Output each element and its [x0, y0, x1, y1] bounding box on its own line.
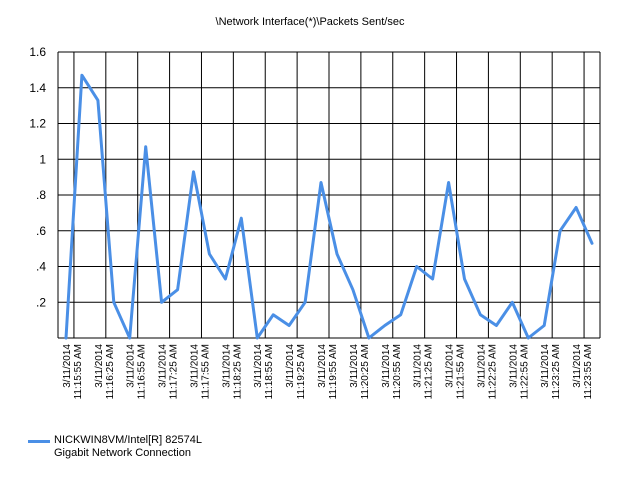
legend-series-label: NICKWIN8VM/Intel[R] 82574L Gigabit Netwo…	[54, 434, 202, 459]
legend-swatch	[28, 440, 50, 443]
x-tick-label: 3/11/2014	[413, 344, 424, 388]
x-tick-label: 3/11/2014	[540, 344, 551, 388]
y-tick-label: 1.6	[29, 45, 46, 59]
y-tick-label: 1.4	[29, 81, 46, 95]
x-tick-label: 11:16:25 AM	[105, 344, 116, 399]
x-tick-label: 11:19:55 AM	[328, 344, 339, 399]
x-tick-label: 11:23:55 AM	[583, 344, 594, 399]
x-axis-ticks: 3/11/2014 11:15:55 AM 3/11/2014 11:16:25 AM…	[62, 344, 594, 400]
y-tick-label: .8	[36, 188, 46, 202]
x-tick-label: 11:21:25 AM	[424, 344, 435, 399]
x-tick-label: 3/11/2014	[94, 344, 105, 388]
x-tick-label: 11:17:55 AM	[200, 344, 211, 399]
x-tick-label: 11:18:55 AM	[264, 344, 275, 399]
x-tick-label: 3/11/2014	[285, 344, 296, 388]
x-tick-label: 11:23:25 AM	[551, 344, 562, 399]
x-tick-label: 11:18:25 AM	[232, 344, 243, 399]
x-tick-label: 3/11/2014	[349, 344, 360, 388]
x-tick-label: 3/11/2014	[221, 344, 232, 388]
x-tick-label: 3/11/2014	[253, 344, 264, 388]
x-tick-label: 11:20:25 AM	[360, 344, 371, 399]
series-line	[64, 73, 594, 340]
x-tick-label: 3/11/2014	[126, 344, 137, 388]
x-tick-label: 11:16:55 AM	[137, 344, 148, 399]
x-tick-label: 3/11/2014	[317, 344, 328, 388]
x-tick-label: 3/11/2014	[62, 344, 73, 388]
x-tick-label: 11:20:55 AM	[392, 344, 403, 399]
x-tick-label: 3/11/2014	[158, 344, 169, 388]
y-tick-label: 1	[39, 152, 46, 166]
x-tick-label: 3/11/2014	[572, 344, 583, 388]
legend: NICKWIN8VM/Intel[R] 82574L Gigabit Netwo…	[28, 434, 234, 460]
x-tick-label: 3/11/2014	[508, 344, 519, 388]
x-tick-label: 11:17:25 AM	[169, 344, 180, 399]
y-axis-ticks: .2 .4 .6 .8 1 1.2 1.4 1.6	[29, 45, 46, 309]
y-tick-label: .2	[36, 295, 46, 309]
chart-title: \Network Interface(*)\Packets Sent/sec	[216, 16, 405, 28]
y-tick-label: 1.2	[29, 117, 46, 131]
y-tick-label: .6	[36, 224, 46, 238]
x-tick-label: 3/11/2014	[476, 344, 487, 388]
x-tick-label: 3/11/2014	[381, 344, 392, 388]
x-tick-label: 11:15:55 AM	[73, 344, 84, 399]
x-tick-label: 11:22:55 AM	[519, 344, 530, 399]
x-tick-label: 11:19:25 AM	[296, 344, 307, 399]
x-tick-label: 11:22:25 AM	[487, 344, 498, 399]
x-tick-label: 11:21:55 AM	[456, 344, 467, 399]
x-tick-label: 3/11/2014	[445, 344, 456, 388]
y-tick-label: .4	[36, 260, 46, 274]
series-layer	[64, 73, 594, 340]
grid	[57, 51, 601, 339]
x-tick-label: 3/11/2014	[189, 344, 200, 388]
